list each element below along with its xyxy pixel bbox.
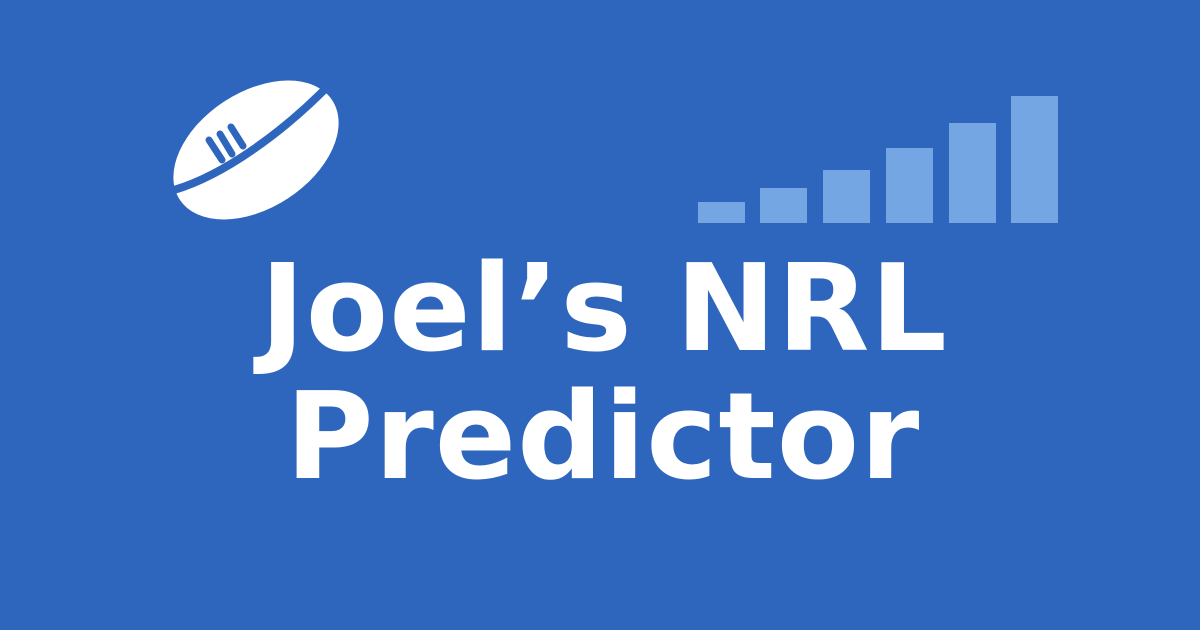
bar-chart-icon xyxy=(698,96,1058,223)
bar-2 xyxy=(760,188,807,223)
rugby-ball-icon xyxy=(170,77,339,220)
bar-5 xyxy=(949,123,996,223)
bar-3 xyxy=(823,170,870,223)
bar-4 xyxy=(886,148,933,223)
page-title: Joel’s NRL Predictor xyxy=(0,246,1200,502)
bar-1 xyxy=(698,202,745,223)
title-line-2: Predictor xyxy=(285,368,921,507)
title-line-1: Joel’s NRL xyxy=(260,240,948,379)
bar-6 xyxy=(1011,96,1058,223)
